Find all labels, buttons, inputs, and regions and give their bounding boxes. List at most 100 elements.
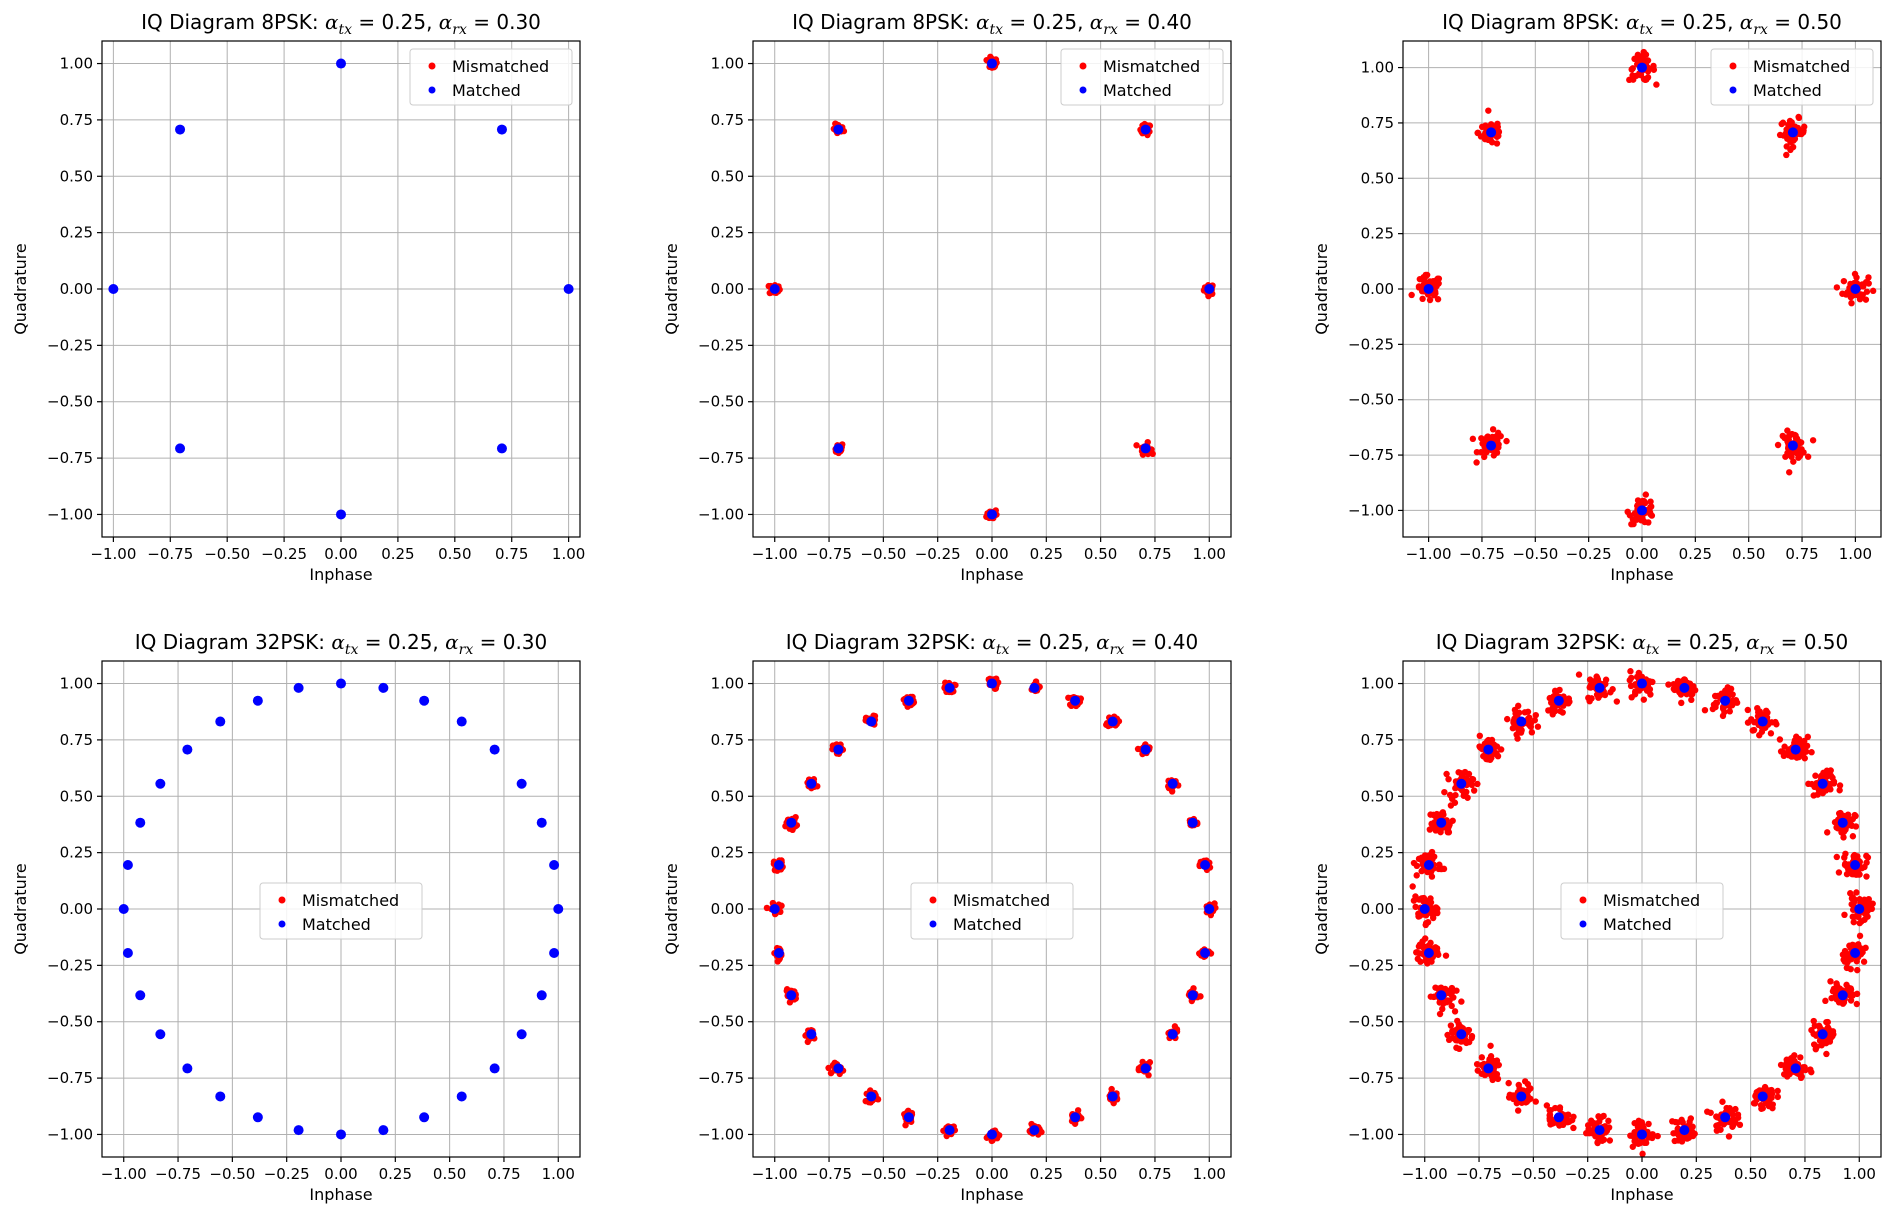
mismatched-point [1428,873,1436,880]
y-axis-label: Quadrature [662,243,681,335]
mismatched-point [1607,689,1614,696]
mismatched-point [1409,883,1416,890]
mismatched-point [1862,279,1870,286]
matched-point [773,947,784,958]
y-axis-label: Quadrature [662,863,681,955]
matched-point [1516,716,1527,727]
y-tick-label: 0.00 [711,280,744,298]
mismatched-point [1827,978,1834,985]
y-tick-label: −1.00 [698,1125,744,1143]
legend-marker-matched [428,86,436,94]
x-tick-label: 0.25 [1679,545,1712,563]
x-tick-label: −1.00 [1406,545,1452,563]
mismatched-point [1505,1079,1512,1087]
y-tick-label: −1.00 [1348,501,1394,519]
mismatched-point [1654,1132,1661,1140]
mismatched-point [1627,668,1634,675]
mismatched-point [1862,296,1870,303]
y-tick-label: 0.50 [1361,787,1394,805]
mismatched-point [1801,737,1808,745]
axes-frame [101,40,581,538]
x-tick-label: 0.25 [1030,1165,1063,1183]
matched-point [833,1063,844,1074]
x-tick-label: 0.75 [495,545,528,563]
mismatched-point [1847,890,1854,897]
y-tick-label: −0.25 [47,956,93,974]
matched-point [1486,127,1497,138]
mismatched-point [1774,1087,1781,1095]
x-tick-label: −0.75 [806,545,852,563]
legend-marker-matched [1079,86,1087,94]
mismatched-point [1461,768,1469,776]
x-tick-label: −1.00 [90,545,136,563]
mismatched-point [1629,72,1636,79]
mismatched-point [1504,715,1511,723]
matched-point [489,744,500,755]
mismatched-point [1750,726,1758,734]
y-tick-label: 0.75 [60,731,93,749]
mismatched-point [1688,696,1695,704]
mismatched-point [1528,729,1536,736]
mismatched-point [1629,1143,1636,1150]
matched-point [1483,744,1494,755]
mismatched-point [1495,127,1502,135]
mismatched-point [1778,120,1785,128]
y-tick-label: 1.00 [711,675,744,693]
matched-point [175,443,186,454]
matched-point [496,124,507,135]
axes-frame [752,660,1232,1158]
series-matched [118,678,564,1140]
mismatched-point [1103,721,1110,728]
mismatched-point [1461,1037,1468,1045]
mismatched-point [1833,980,1840,987]
mismatched-point [1134,745,1142,753]
mismatched-point [1464,794,1471,801]
mismatched-point [1750,1100,1758,1107]
mismatched-point [1711,692,1719,700]
matched-point [135,990,146,1001]
mismatched-point [1487,1042,1494,1049]
mismatched-point [1856,896,1863,903]
matched-point [1140,124,1151,135]
mismatched-point [1628,694,1635,701]
mismatched-point [1564,1111,1572,1118]
mismatched-point [1836,787,1843,794]
x-tick-label: 0.00 [1625,545,1658,563]
y-tick-label: −0.75 [47,449,93,467]
mismatched-point [1783,151,1790,159]
mismatched-point [1495,441,1502,448]
mismatched-point [1776,736,1784,743]
subplot-title: IQ Diagram 32PSK: αtx = 0.25, αrx = 0.40 [786,630,1199,658]
mismatched-point [1630,1133,1637,1140]
mismatched-point [1458,998,1465,1005]
mismatched-point [1841,958,1849,965]
mismatched-point [1789,753,1797,760]
x-tick-label: −0.50 [860,1165,906,1183]
mismatched-point [1448,1002,1455,1010]
y-tick-label: −0.50 [47,393,93,411]
matched-point [1483,1063,1494,1074]
x-tick-label: −0.50 [1510,1165,1556,1183]
mismatched-point [1822,1039,1830,1047]
matched-point [1757,716,1768,727]
matched-point [516,778,527,789]
mismatched-point [1474,129,1481,137]
series-matched [1423,62,1861,516]
matched-point [1787,127,1798,138]
legend-label-matched: Matched [1603,915,1672,934]
matched-point [1850,284,1861,294]
subplot-1: IQ Diagram 8PSK: αtx = 0.25, αrx = 0.30 −… [11,10,585,584]
y-tick-label: 0.00 [711,900,744,918]
mismatched-point [1441,788,1448,796]
y-tick-label: −0.25 [698,336,744,354]
y-tick-label: −1.00 [47,1125,93,1143]
mismatched-point [1851,851,1858,859]
mismatched-point [1532,711,1539,719]
legend: Mismatched Matched [409,48,573,106]
x-tick-label: 0.25 [381,545,414,563]
x-tick-label: −0.75 [806,1165,852,1183]
mismatched-point [1630,520,1637,528]
matched-point [516,1029,527,1040]
y-tick-label: −0.75 [1348,1069,1394,1087]
mismatched-point [1527,1095,1534,1102]
